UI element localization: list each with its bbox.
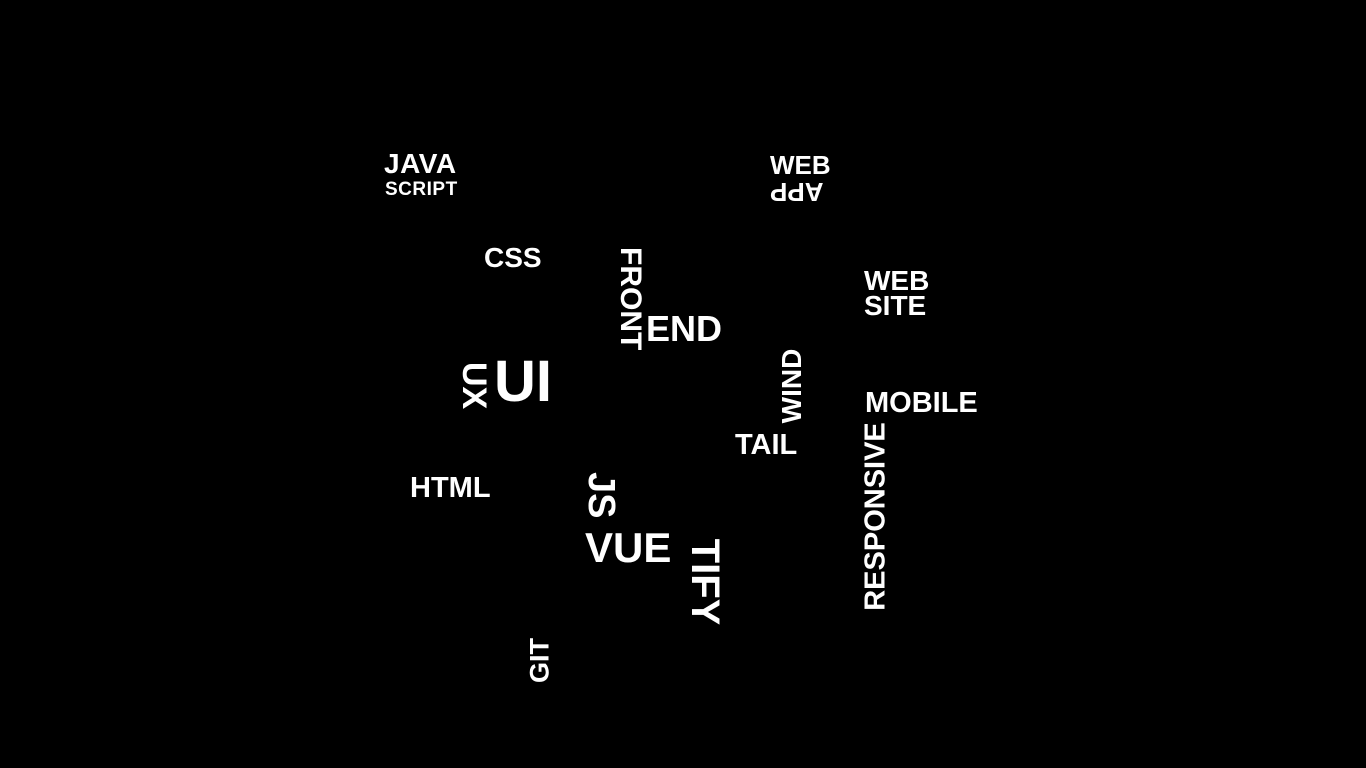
word-html: HTML [410,472,491,504]
word-css: CSS [484,242,542,273]
word-js-vertical: JS [580,472,622,519]
word-wind-vertical: WIND [776,348,807,424]
word-responsive-vertical: RESPONSIVE [859,422,892,611]
word-front-vertical: FRONT [614,247,647,351]
word-vue: VUE [585,524,672,571]
word-mobile: MOBILE [865,387,978,419]
word-ui: UI [494,349,552,414]
word-tify-vertical: TIFY [683,538,727,626]
word-tail: TAIL [735,429,798,461]
word-website-site: SITE [864,290,927,321]
word-ux-vertical: UX [455,362,493,410]
word-website-web: WEB [864,265,930,296]
word-java: JAVA [384,148,457,179]
word-end: END [646,308,723,349]
word-script: SCRIPT [385,179,458,200]
word-web-app-app-flipped: APP [770,177,824,207]
word-web-app-web: WEB [770,150,831,180]
word-git-vertical: GIT [524,638,555,683]
